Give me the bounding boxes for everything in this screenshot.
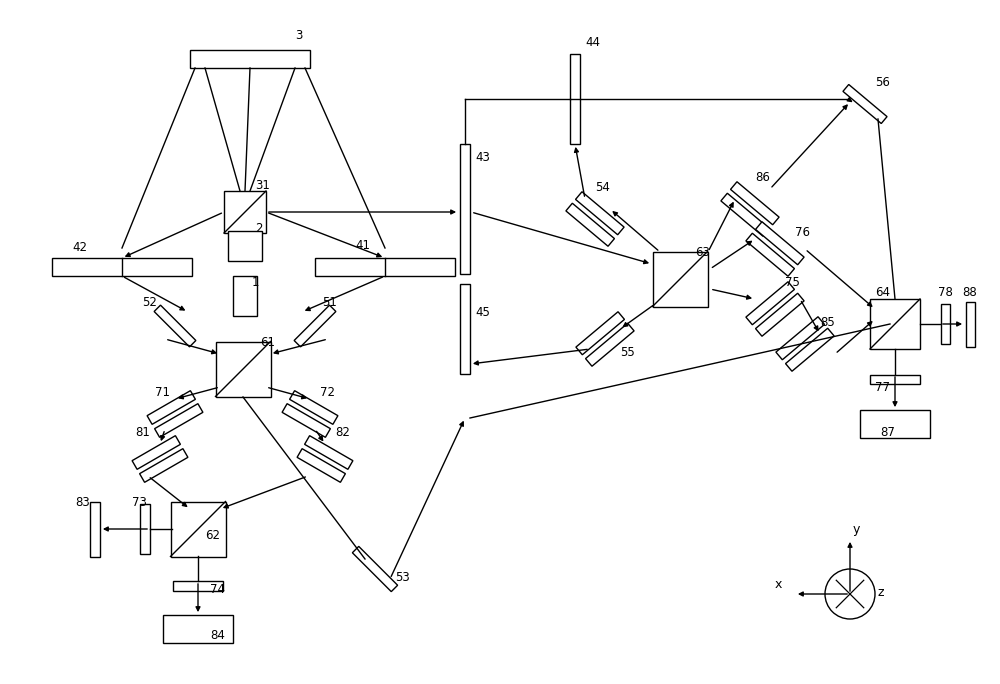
Text: 81: 81 xyxy=(135,426,150,439)
Bar xyxy=(756,293,804,337)
Bar xyxy=(746,282,794,325)
Text: 72: 72 xyxy=(320,386,335,399)
Bar xyxy=(290,391,338,424)
Bar xyxy=(352,547,398,592)
Bar xyxy=(460,284,470,374)
Text: 42: 42 xyxy=(72,241,87,254)
Bar xyxy=(870,299,920,349)
Text: 54: 54 xyxy=(595,181,610,194)
Text: 84: 84 xyxy=(210,629,225,642)
Text: 31: 31 xyxy=(255,179,270,192)
Text: 1: 1 xyxy=(252,276,260,289)
Bar xyxy=(140,504,150,554)
Text: z: z xyxy=(877,586,884,599)
Text: 51: 51 xyxy=(322,296,337,309)
Bar xyxy=(460,144,470,274)
Bar xyxy=(843,85,887,124)
Bar xyxy=(870,375,920,384)
Text: 88: 88 xyxy=(962,286,977,299)
Bar xyxy=(147,391,195,424)
Bar xyxy=(966,302,974,347)
Text: y: y xyxy=(853,523,860,536)
Bar xyxy=(576,192,624,235)
Text: 62: 62 xyxy=(205,529,220,542)
Bar xyxy=(90,501,100,557)
Text: 45: 45 xyxy=(475,306,490,319)
Bar xyxy=(154,305,196,347)
Bar xyxy=(566,203,614,246)
Text: 63: 63 xyxy=(695,246,710,259)
Bar xyxy=(940,304,950,344)
Bar xyxy=(746,233,794,276)
Bar xyxy=(132,436,180,469)
Text: 56: 56 xyxy=(875,76,890,89)
Bar xyxy=(586,324,634,366)
Text: 41: 41 xyxy=(355,239,370,252)
Bar xyxy=(315,258,455,276)
Bar xyxy=(216,341,270,397)
Bar xyxy=(570,54,580,144)
Bar xyxy=(652,252,708,306)
Text: 82: 82 xyxy=(335,426,350,439)
Text: 75: 75 xyxy=(785,276,800,289)
Bar xyxy=(282,404,330,437)
Text: 71: 71 xyxy=(155,386,170,399)
Text: 87: 87 xyxy=(880,426,895,439)
Bar xyxy=(297,449,345,482)
Text: 55: 55 xyxy=(620,346,635,359)
Text: 73: 73 xyxy=(132,496,147,509)
Text: 52: 52 xyxy=(142,296,157,309)
Bar xyxy=(52,258,192,276)
Bar xyxy=(163,615,233,643)
Text: 2: 2 xyxy=(255,222,262,235)
Text: 44: 44 xyxy=(585,36,600,49)
Text: 83: 83 xyxy=(75,496,90,509)
Text: 3: 3 xyxy=(295,29,302,42)
Bar xyxy=(170,501,226,557)
Bar xyxy=(294,305,336,347)
Bar xyxy=(190,50,310,68)
Bar xyxy=(228,231,262,261)
Text: x: x xyxy=(775,578,782,591)
Bar xyxy=(576,312,624,355)
Text: 61: 61 xyxy=(260,336,275,349)
Bar xyxy=(786,328,834,371)
Bar xyxy=(860,410,930,438)
Bar xyxy=(224,191,266,233)
Text: 85: 85 xyxy=(820,316,835,329)
Bar xyxy=(721,194,769,236)
Text: 64: 64 xyxy=(875,286,890,299)
Text: 74: 74 xyxy=(210,583,225,596)
Bar xyxy=(305,436,353,469)
Text: 86: 86 xyxy=(755,171,770,184)
Bar xyxy=(776,317,824,360)
Bar xyxy=(173,581,223,591)
Text: 77: 77 xyxy=(875,381,890,394)
Text: 76: 76 xyxy=(795,226,810,239)
Text: 53: 53 xyxy=(395,571,410,584)
Text: 43: 43 xyxy=(475,151,490,164)
Bar xyxy=(155,404,203,437)
Bar xyxy=(731,182,779,225)
Bar xyxy=(233,276,257,316)
Bar xyxy=(140,449,188,482)
Text: 78: 78 xyxy=(938,286,953,299)
Bar xyxy=(756,222,804,265)
